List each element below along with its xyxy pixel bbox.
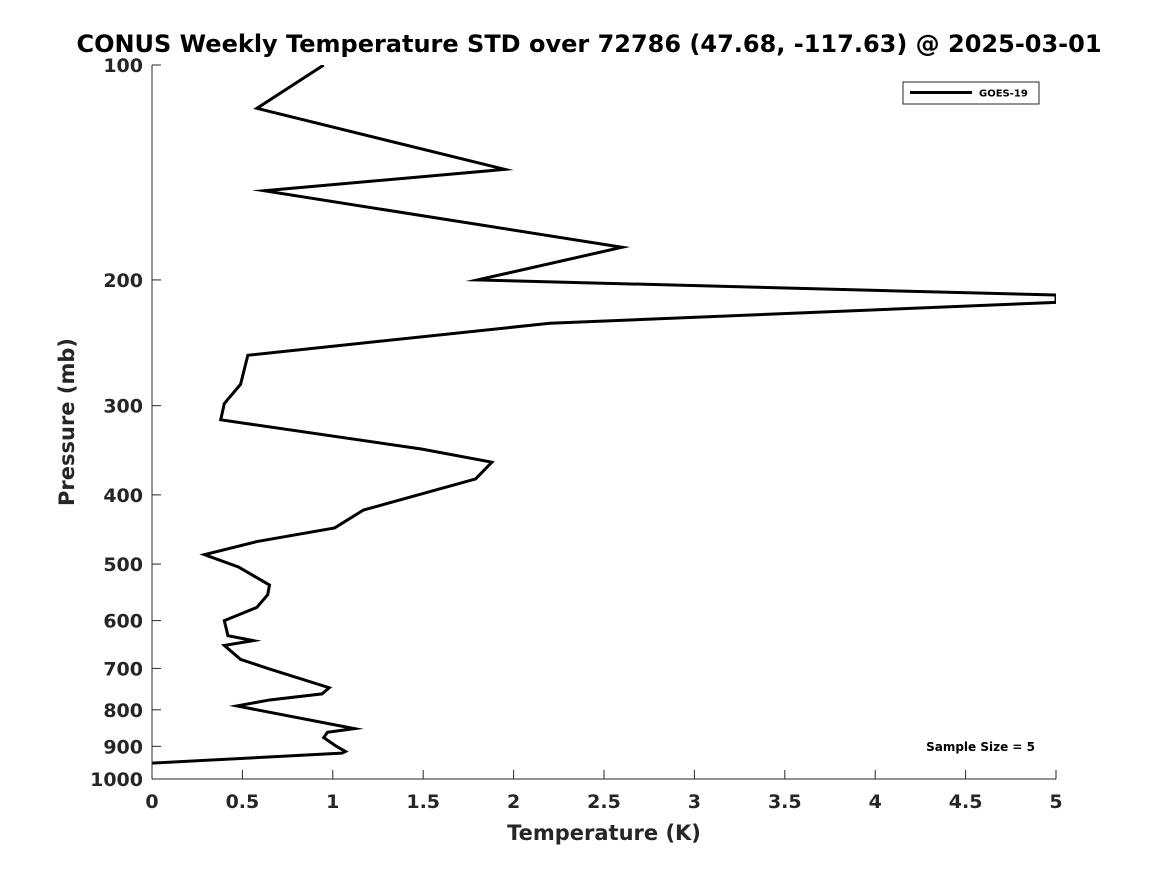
- x-tick-label: 1.5: [406, 791, 440, 813]
- y-tick-label: 600: [103, 611, 143, 633]
- y-tick-label: 1000: [90, 769, 143, 791]
- x-tick-label: 0: [145, 791, 158, 813]
- y-axis-label: Pressure (mb): [55, 338, 79, 506]
- y-tick-label: 100: [103, 55, 143, 77]
- y-tick-label: 200: [103, 270, 143, 292]
- x-tick-label: 3: [688, 791, 701, 813]
- legend-label-goes-19: GOES-19: [979, 89, 1028, 100]
- legend: GOES-19: [902, 81, 1040, 105]
- y-tick-label: 900: [103, 736, 143, 758]
- y-tick-label: 800: [103, 700, 143, 722]
- x-tick-label: 4.5: [949, 791, 983, 813]
- x-tick-label: 0.5: [226, 791, 260, 813]
- y-tick-label: 400: [103, 485, 143, 507]
- x-tick-label: 4: [869, 791, 882, 813]
- y-tick-label: 700: [103, 658, 143, 680]
- series-line-goes-19: [152, 65, 1056, 765]
- chart-title: CONUS Weekly Temperature STD over 72786 …: [76, 30, 1101, 58]
- x-tick-label: 2: [507, 791, 520, 813]
- y-tick-label: 300: [103, 396, 143, 418]
- x-tick-label: 5: [1049, 791, 1062, 813]
- x-axis-label: Temperature (K): [507, 821, 701, 845]
- x-tick-label: 1: [326, 791, 339, 813]
- y-axis-ticks: 100 200 300 400 500 600 700 800 900 1000: [90, 55, 161, 791]
- x-tick-label: 2.5: [587, 791, 621, 813]
- y-tick-label: 500: [103, 554, 143, 576]
- x-axis-ticks: 0 0.5 1 1.5 2 2.5 3 3.5 4 4.5 5: [145, 770, 1063, 813]
- sample-size-annotation: Sample Size = 5: [926, 740, 1035, 754]
- x-tick-label: 3.5: [768, 791, 802, 813]
